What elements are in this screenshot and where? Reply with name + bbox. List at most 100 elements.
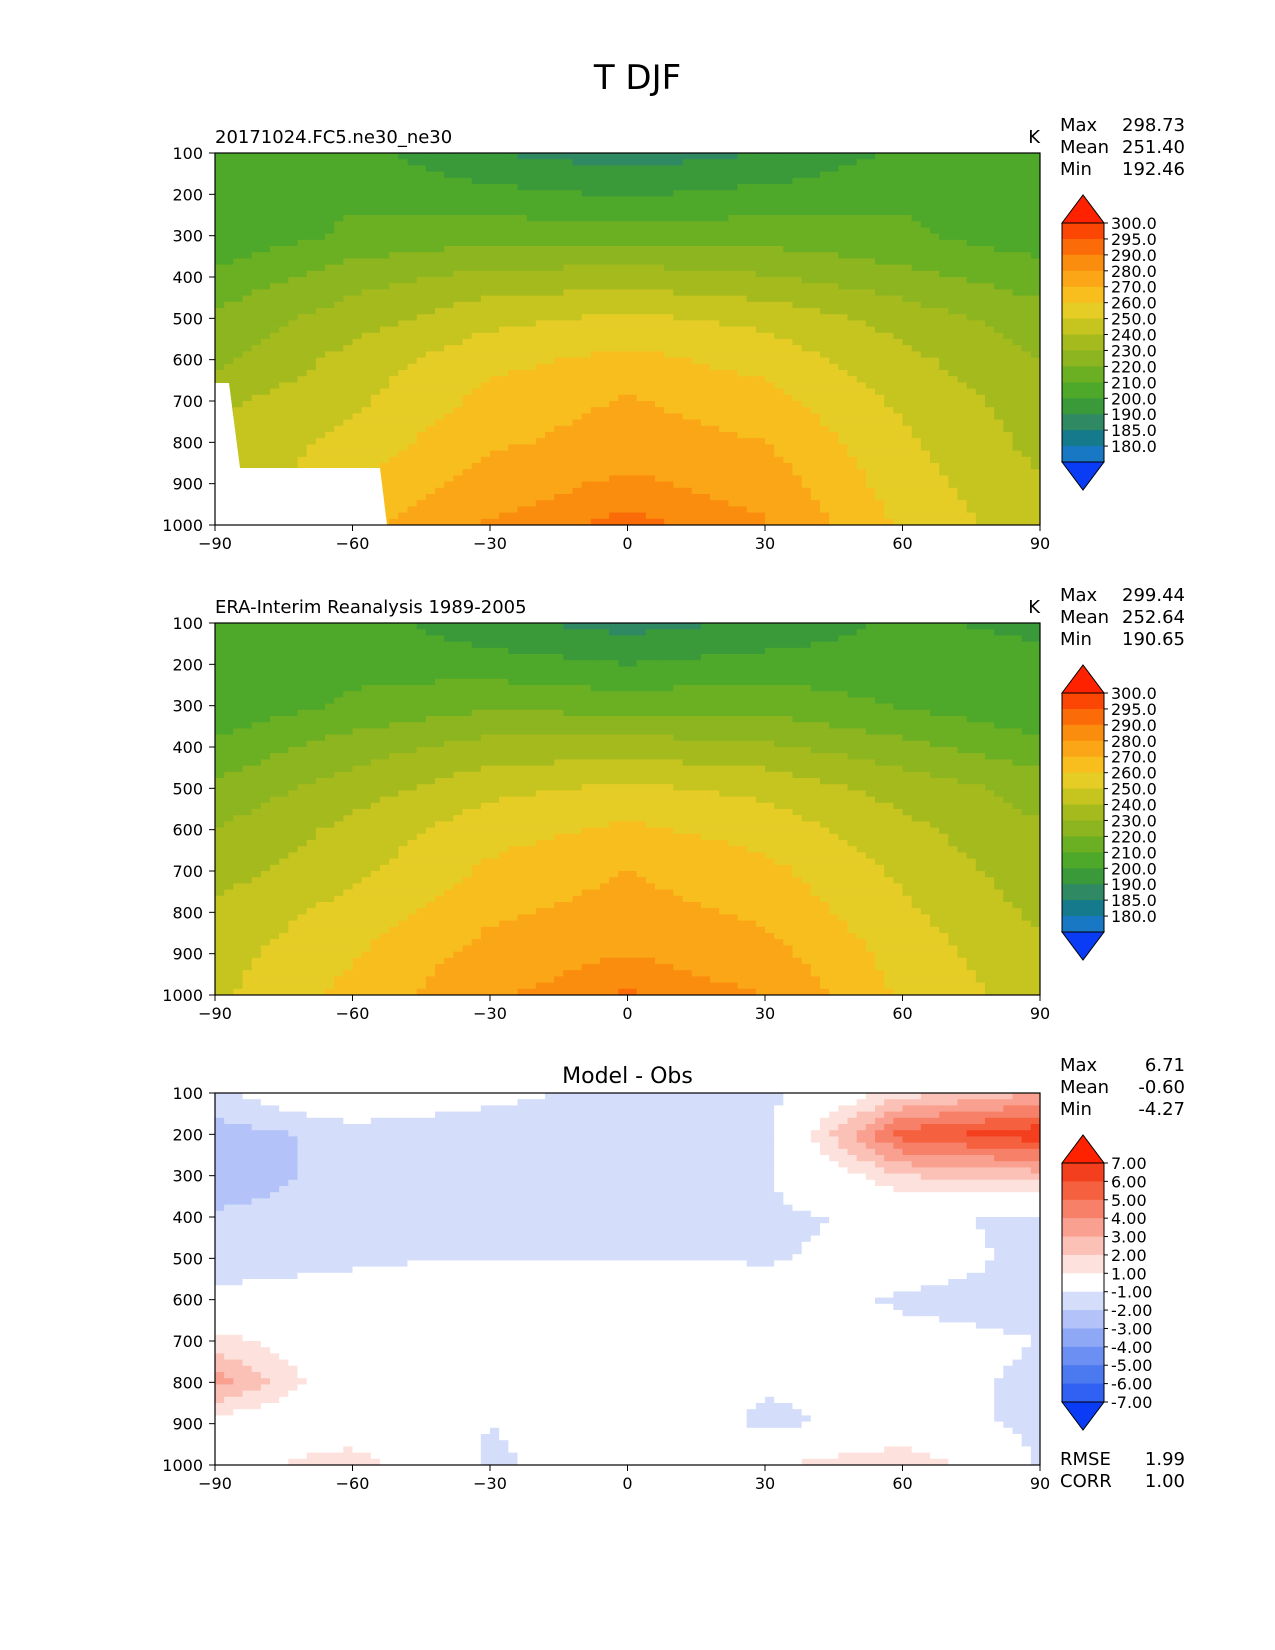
heatmap-cell: [352, 208, 363, 216]
heatmap-cell: [251, 177, 262, 185]
heatmap-cell: [865, 326, 876, 334]
heatmap-cell: [691, 475, 702, 483]
heatmap-cell: [398, 208, 409, 216]
heatmap-cell: [920, 419, 931, 427]
heatmap-cell: [618, 463, 629, 470]
heatmap-cell: [380, 376, 390, 383]
heatmap-cell: [810, 345, 821, 352]
heatmap-cell: [1021, 339, 1032, 346]
heatmap-cell: [444, 227, 454, 235]
heatmap-cell: [1021, 469, 1032, 476]
heatmap-cell: [297, 277, 308, 284]
heatmap-cell: [710, 252, 720, 259]
heatmap-cell: [682, 252, 693, 259]
heatmap-cell: [563, 475, 574, 483]
heatmap-cell: [820, 221, 830, 228]
heatmap-cell: [700, 184, 711, 191]
heatmap-cell: [490, 413, 500, 421]
heatmap-cell: [435, 394, 445, 402]
heatmap-cell: [563, 215, 574, 222]
heatmap-cell: [930, 332, 940, 340]
heatmap-cell: [517, 332, 528, 340]
heatmap-cell: [315, 159, 326, 166]
heatmap-cell: [343, 227, 354, 235]
heatmap-cell: [710, 165, 720, 173]
heatmap-cell: [957, 153, 968, 160]
heatmap-cell: [939, 475, 949, 483]
heatmap-cell: [581, 463, 592, 470]
heatmap-cell: [352, 233, 363, 241]
heatmap-cell: [279, 277, 289, 284]
heatmap-cell: [847, 221, 858, 228]
heatmap-cell: [325, 246, 335, 253]
heatmap-cell: [425, 487, 436, 495]
heatmap-cell: [673, 264, 684, 272]
heatmap-cell: [966, 388, 977, 396]
heatmap-cell: [563, 221, 574, 228]
heatmap-cell: [398, 215, 409, 222]
heatmap-cell: [645, 283, 656, 290]
heatmap-cell: [985, 239, 995, 247]
heatmap-cell: [471, 376, 482, 383]
heatmap-cell: [1021, 419, 1032, 427]
heatmap-cell: [755, 370, 766, 377]
heatmap-cell: [270, 314, 280, 321]
heatmap-cell: [224, 357, 234, 365]
heatmap-cell: [774, 159, 784, 166]
heatmap-cell: [618, 370, 629, 377]
heatmap-cell: [920, 283, 931, 290]
heatmap-cell: [343, 221, 354, 228]
heatmap-cell: [600, 487, 610, 495]
heatmap-cell: [297, 382, 308, 390]
heatmap-cell: [563, 494, 574, 501]
heatmap-cell: [1003, 233, 1014, 241]
heatmap-cell: [920, 363, 931, 371]
heatmap-cell: [691, 215, 702, 222]
heatmap-cell: [673, 357, 684, 365]
heatmap-cell: [407, 277, 418, 284]
heatmap-cell: [801, 227, 812, 235]
heatmap-cell: [563, 487, 574, 495]
heatmap-cell: [645, 270, 656, 278]
heatmap-cell: [425, 444, 436, 452]
heatmap-cell: [389, 419, 399, 427]
heatmap-cell: [728, 246, 739, 253]
heatmap-cell: [829, 227, 839, 235]
heatmap-cell: [242, 233, 253, 241]
heatmap-cell: [691, 370, 702, 377]
heatmap-cell: [462, 413, 473, 421]
heatmap-cell: [930, 469, 940, 476]
heatmap-cell: [215, 264, 225, 272]
heatmap-cell: [994, 301, 1004, 309]
heatmap-cell: [911, 388, 922, 396]
heatmap-cell: [609, 233, 619, 241]
heatmap-cell: [920, 469, 931, 476]
heatmap-cell: [975, 221, 986, 228]
heatmap-cell: [462, 450, 473, 458]
heatmap-cell: [728, 339, 739, 346]
heatmap-cell: [535, 413, 546, 421]
heatmap-cell: [985, 320, 995, 328]
heatmap-cell: [737, 469, 748, 476]
heatmap-cell: [380, 258, 390, 266]
heatmap-cell: [920, 301, 931, 309]
heatmap-cell: [930, 202, 940, 210]
heatmap-cell: [499, 246, 509, 253]
heatmap-cell: [911, 345, 922, 352]
heatmap-cell: [911, 425, 922, 433]
heatmap-cell: [847, 153, 858, 160]
heatmap-cell: [1003, 221, 1014, 228]
heatmap-cell: [270, 376, 280, 383]
heatmap-cell: [719, 320, 729, 328]
heatmap-cell: [957, 444, 968, 452]
heatmap-cell: [315, 264, 326, 272]
heatmap-cell: [911, 227, 922, 235]
heatmap-cell: [1030, 208, 1040, 216]
heatmap-cell: [288, 382, 299, 390]
heatmap-cell: [801, 258, 812, 266]
heatmap-cell: [636, 456, 647, 464]
heatmap-cell: [444, 463, 454, 470]
heatmap-cell: [627, 432, 638, 439]
heatmap-cell: [783, 469, 794, 476]
heatmap-cell: [279, 295, 289, 303]
